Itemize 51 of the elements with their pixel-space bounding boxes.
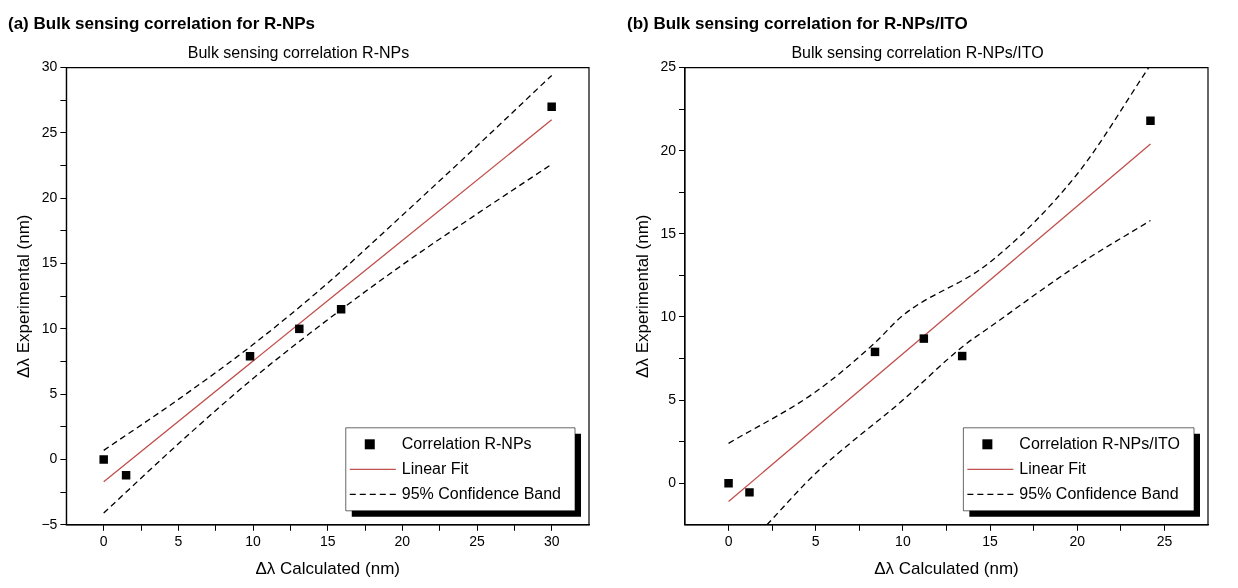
y-tick-label: 15 (41, 254, 58, 271)
y-axis-title: Δλ Experimental (nm) (13, 214, 33, 378)
legend-label: Linear Fit (401, 459, 470, 477)
point (547, 102, 556, 112)
x-tick-label: 10 (245, 533, 262, 550)
point (336, 305, 346, 314)
y-tick-label: 5 (668, 390, 677, 407)
y-tick-label: 20 (41, 189, 58, 206)
y-tick-label: 20 (660, 141, 677, 158)
legend-label: 95% Confidence Band (401, 484, 562, 502)
line-series (103, 74, 553, 451)
x-tick-label: 5 (811, 533, 820, 550)
chart-subtitle: Bulk sensing correlation R-NPs/ITO (791, 44, 1044, 62)
y-tick-label: 30 (41, 58, 58, 75)
y-tick-label: 25 (660, 58, 677, 75)
point (745, 488, 754, 497)
legend-label: Correlation R-NPs/ITO (1019, 434, 1181, 452)
legend-label: Linear Fit (1019, 459, 1087, 477)
legend-label: 95% Confidence Band (1019, 484, 1179, 502)
x-axis-title: Δλ Calculated (nm) (874, 559, 1019, 579)
y-tick-label: 0 (49, 450, 58, 467)
y-tick-label: 5 (49, 385, 58, 402)
x-tick-label: 10 (895, 533, 911, 550)
point (919, 334, 929, 343)
x-tick-label: 25 (1156, 533, 1173, 550)
x-tick-label: 25 (469, 533, 485, 550)
legend-label: Correlation R-NPs (401, 434, 532, 452)
y-tick-label: 0 (668, 474, 677, 491)
x-tick-label: 30 (543, 533, 560, 550)
x-tick-label: 0 (724, 533, 733, 550)
y-tick-label: 10 (660, 307, 677, 324)
point (99, 455, 108, 464)
x-tick-label: 0 (99, 533, 108, 550)
point (295, 324, 304, 334)
x-axis-title: Δλ Calculated (nm) (255, 559, 400, 579)
y-axis-title: Δλ Experimental (nm) (632, 214, 652, 378)
y-tick-label: 25 (41, 123, 58, 140)
x-tick-label: 20 (1069, 533, 1086, 550)
chart-subtitle: Bulk sensing correlation R-NPs (187, 44, 410, 62)
point (724, 478, 733, 488)
chart-title: (a) Bulk sensing correlation for R-NPs (8, 13, 315, 33)
chart-title: (b) Bulk sensing correlation for R-NPs/ITO (627, 13, 968, 33)
x-tick-label: 15 (982, 533, 999, 550)
y-tick-label: −5 (41, 515, 58, 532)
x-tick-label: 5 (174, 533, 183, 550)
point (1146, 116, 1155, 126)
point (245, 352, 255, 361)
y-tick-label: 15 (660, 224, 677, 241)
x-tick-label: 15 (319, 533, 336, 550)
y-tick-label: 10 (41, 319, 58, 336)
x-tick-label: 20 (394, 533, 411, 550)
